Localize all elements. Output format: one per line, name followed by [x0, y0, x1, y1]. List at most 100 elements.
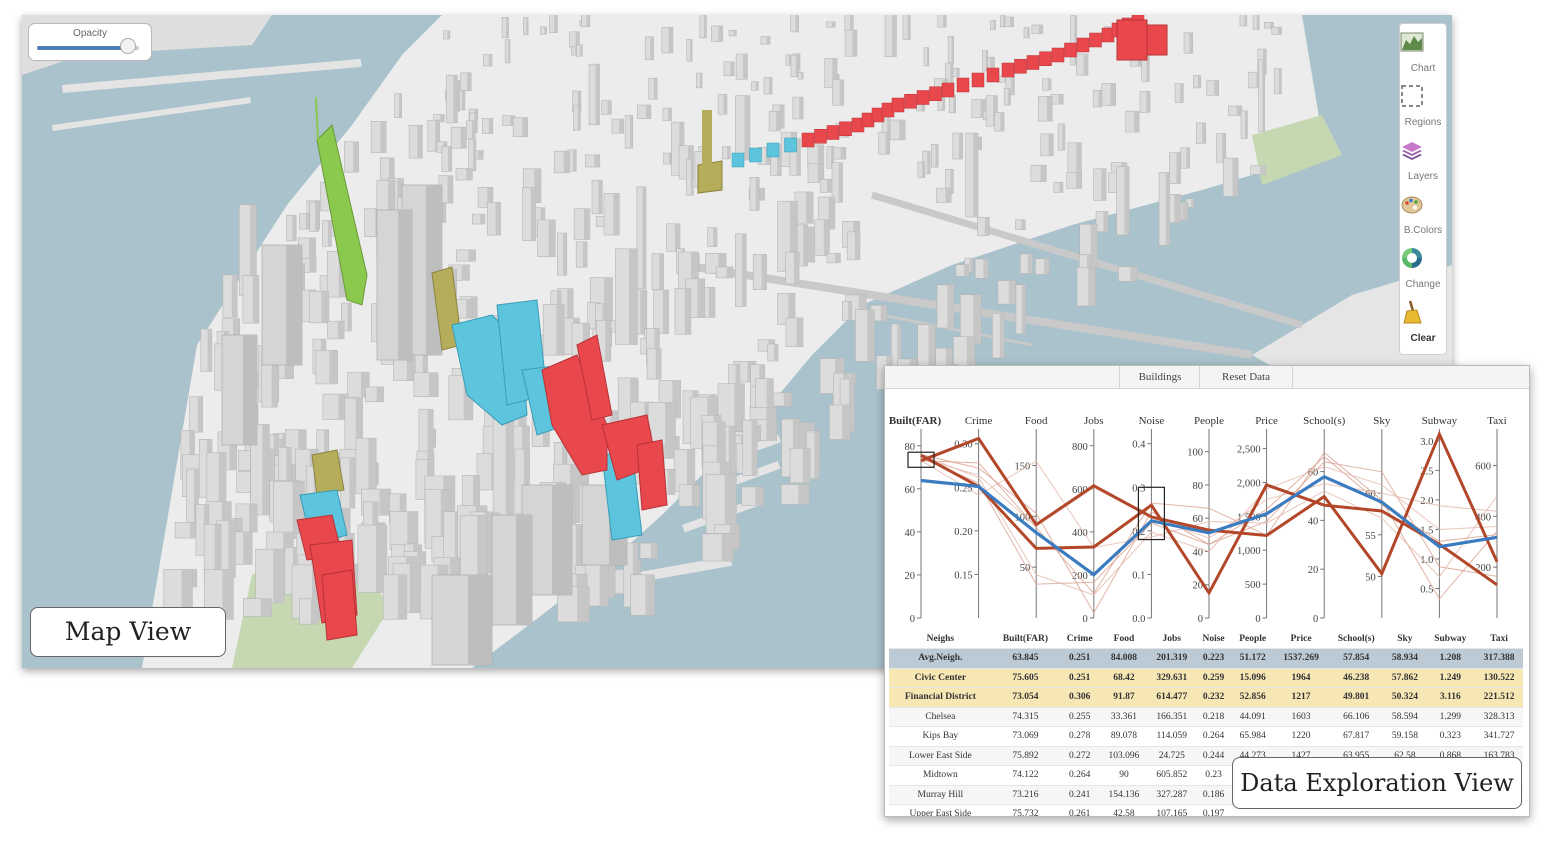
axis-title: Noise [1139, 415, 1165, 427]
highlighted-buildings[interactable] [296, 96, 723, 641]
axis-0[interactable]: Built(FAR) 0 20 40 60 80 [889, 415, 942, 625]
table-cell: Chelsea [889, 706, 992, 727]
table-cell: 65.984 [1231, 726, 1274, 746]
table-cell: 67.817 [1328, 726, 1385, 746]
axis-title: Built(FAR) [889, 415, 942, 427]
building-colors-button[interactable]: B.Colors [1400, 192, 1446, 244]
table-cell: 0.244 [1195, 745, 1232, 766]
tick-label: 800 [1072, 442, 1088, 453]
tick-label: 200 [1072, 571, 1088, 582]
regions-button[interactable]: Regions [1400, 84, 1446, 136]
table-cell: 614.477 [1147, 687, 1196, 707]
layers-button[interactable]: Layers [1400, 138, 1446, 190]
axis-5[interactable]: People 0 20 40 60 80 100 [1187, 415, 1224, 625]
tick-label: 1.0 [1420, 555, 1433, 566]
column-header[interactable]: Subway [1434, 634, 1467, 644]
table-cell: 605.852 [1147, 765, 1196, 785]
table-cell: 63.845 [991, 648, 1060, 668]
table-cell: Upper East Side [889, 804, 992, 816]
tick-label: 200 [1475, 563, 1491, 574]
table-cell: 0.306 [1059, 687, 1101, 707]
tick-label: 600 [1072, 485, 1088, 496]
chart-button-label: Chart [1410, 63, 1436, 74]
table-row[interactable]: Chelsea 74.315 0.255 33.361 166.351 0.218 44.0… [889, 706, 1523, 727]
tick-label: 2,000 [1237, 478, 1261, 489]
tick-label: 100 [1014, 512, 1030, 523]
column-header[interactable]: Crime [1066, 634, 1093, 644]
column-header[interactable]: Noise [1202, 634, 1225, 644]
tab-reset-data[interactable]: Reset Data [1199, 366, 1293, 388]
axis-brush[interactable] [907, 451, 935, 468]
table-cell: 44.091 [1231, 706, 1274, 727]
tick-label: 1,000 [1237, 546, 1261, 557]
opacity-slider-thumb[interactable] [119, 38, 136, 54]
tick-label: 0 [1198, 614, 1203, 625]
tick-label: 60 [1365, 489, 1376, 500]
table-cell: 1537.269 [1273, 648, 1329, 668]
table-row[interactable]: Civic Center 75.605 0.251 68.42 329.631 0.259… [889, 667, 1523, 688]
column-header[interactable]: Jobs [1162, 634, 1181, 644]
column-header[interactable]: Price [1290, 634, 1312, 644]
opacity-control[interactable]: Opacity [28, 23, 152, 61]
table-cell: 51.172 [1231, 648, 1274, 668]
tick-label: 100 [1187, 448, 1203, 459]
table-cell: 317.388 [1475, 648, 1523, 668]
column-header[interactable]: Sky [1397, 634, 1413, 644]
column-header[interactable]: School(s) [1337, 634, 1375, 644]
column-header[interactable]: Built(FAR) [1002, 634, 1049, 644]
clear-button[interactable]: Clear [1400, 300, 1446, 352]
axis-brush[interactable] [1137, 486, 1165, 541]
tick-label: 60 [1193, 514, 1204, 525]
table-row[interactable]: Kips Bay 73.069 0.278 89.078 114.059 0.264 65.… [889, 726, 1523, 746]
table-cell: 57.862 [1384, 667, 1426, 688]
column-header[interactable]: Food [1113, 634, 1135, 644]
axis-8[interactable]: Sky 50 55 60 [1365, 415, 1391, 618]
axis-title: Food [1025, 415, 1048, 427]
table-cell: 0.232 [1195, 687, 1232, 707]
parallel-coordinates-chart[interactable]: Built(FAR)020406080Crime0.150.200.250.30… [885, 390, 1529, 630]
map-view[interactable]: Opacity Chart Regions Layers [22, 15, 1452, 668]
opacity-slider[interactable] [37, 46, 139, 50]
regions-button-label: Regions [1404, 117, 1442, 128]
axis-title: School(s) [1303, 415, 1346, 427]
table-cell: 201.319 [1147, 648, 1196, 668]
column-header[interactable]: Neighs [926, 634, 955, 644]
tick-label: 2,500 [1237, 445, 1261, 456]
tick-label: 0.0 [1132, 614, 1145, 625]
neighborhood-table: Neighs Built(FAR) Crime Food Jobs Noise People… [889, 630, 1523, 816]
series-line [920, 457, 1498, 539]
tick-label: 55 [1365, 531, 1376, 542]
tick-label: 40 [1308, 516, 1319, 527]
table-cell: 221.512 [1475, 687, 1523, 707]
axis-3[interactable]: Jobs 0 200 400 600 800 [1072, 415, 1104, 625]
axis-10[interactable]: Taxi 200 400 600 [1475, 415, 1507, 618]
tick-label: 0.4 [1132, 440, 1146, 451]
column-header[interactable]: People [1239, 634, 1267, 644]
table-cell: 0.186 [1195, 784, 1232, 805]
table-cell: 107.165 [1147, 804, 1196, 816]
data-tabs: Buildings Reset Data [885, 366, 1529, 389]
tab-buildings[interactable]: Buildings [1119, 366, 1200, 388]
table-row[interactable]: Financial District 73.054 0.306 91.87 614.47… [889, 687, 1523, 707]
axis-2[interactable]: Food 50 100 150 [1014, 415, 1048, 618]
table-cell: 0.251 [1059, 667, 1101, 688]
tick-label: 2.0 [1420, 496, 1433, 507]
tick-label: 80 [1193, 481, 1204, 492]
table-cell: 0.261 [1059, 804, 1101, 816]
table-cell: 42.58 [1100, 804, 1148, 816]
axis-9[interactable]: Subway 0.5 1.0 1.5 2.0 2.5 3.0 [1420, 415, 1458, 618]
change-button[interactable]: Change [1400, 246, 1446, 298]
tick-label: 0.5 [1420, 584, 1433, 595]
tick-label: 0.25 [954, 483, 972, 494]
tick-label: 0 [910, 614, 915, 625]
table-row[interactable]: Avg.Neigh. 63.845 0.251 84.008 201.319 0.223 5… [889, 648, 1523, 668]
series-line-avg [920, 474, 1498, 577]
chart-button[interactable]: Chart [1400, 30, 1446, 82]
change-button-label: Change [1405, 279, 1441, 290]
city-3d-map[interactable] [22, 15, 1452, 668]
table-cell: 68.42 [1100, 667, 1148, 688]
tick-label: 1.5 [1420, 525, 1433, 536]
table-cell: 52.856 [1231, 687, 1274, 707]
column-header[interactable]: Taxi [1490, 634, 1508, 644]
